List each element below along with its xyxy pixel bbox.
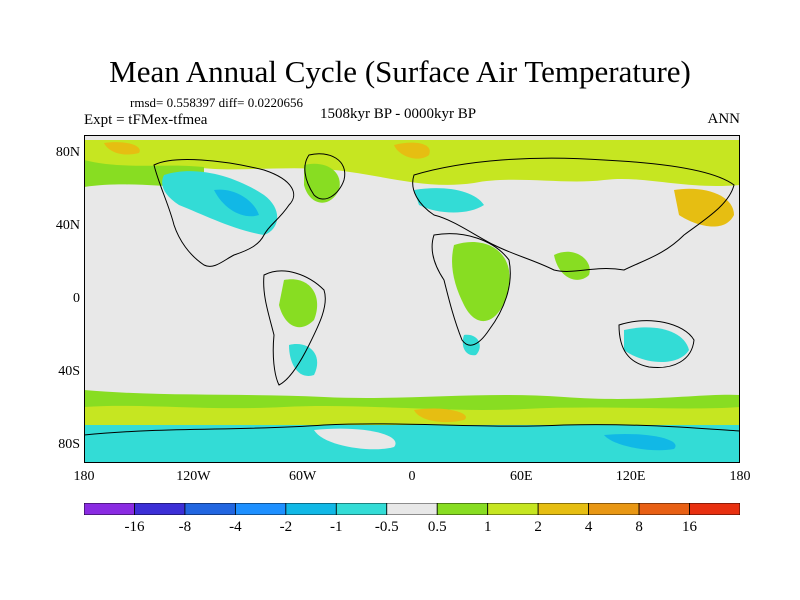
- east-asia-orange: [674, 188, 734, 227]
- australia-coast: [618, 320, 695, 369]
- south-america-green: [279, 279, 318, 328]
- colorbar-swatch: [285, 503, 337, 515]
- southern-ocean-orange: [414, 408, 466, 423]
- lat-tick-label: 40N: [55, 218, 80, 234]
- lat-tick-label: 40S: [58, 363, 80, 379]
- arctic-yellow-band: [84, 140, 740, 187]
- colorbar-swatch: [537, 503, 590, 515]
- colorbar-swatch: [134, 503, 186, 515]
- colorbar-swatch: [234, 503, 287, 515]
- greenland-coast: [304, 153, 346, 200]
- period-label: 1508kyr BP - 0000kyr BP: [320, 106, 477, 122]
- colorbar-label: 0.5: [427, 519, 447, 535]
- colorbar-swatch: [84, 503, 135, 515]
- africa-coast: [431, 233, 511, 346]
- europe-cyan: [414, 188, 484, 213]
- season-label: ANN: [707, 111, 741, 127]
- colorbar-label: -0.5: [374, 519, 399, 535]
- lat-tick-label: 0: [73, 291, 80, 306]
- lon-tick-label: 120W: [176, 469, 211, 484]
- colorbar-label: -2: [279, 519, 293, 535]
- australia-cyan: [624, 327, 689, 363]
- antarctica-coast: [84, 423, 740, 436]
- arctic-orange-patch-1: [394, 142, 430, 159]
- lat-tick-label: 80S: [58, 436, 80, 452]
- experiment-label: Expt = tFMex-tfmea: [84, 112, 208, 128]
- colorbar-label: 16: [682, 519, 698, 535]
- south-america-coast: [263, 270, 326, 386]
- colorbar-label: -1: [330, 519, 343, 535]
- africa-green: [452, 241, 510, 322]
- colorbar-label: 1: [483, 519, 492, 535]
- arctic-orange-patch-2: [104, 142, 140, 155]
- colorbar-swatch: [638, 503, 690, 515]
- lon-tick-label: 60E: [510, 469, 533, 484]
- rmsd-diff-stats: rmsd= 0.558397 diff= 0.0220656: [130, 95, 303, 110]
- map-plot: [84, 135, 740, 463]
- plot-title: Mean Annual Cycle (Surface Air Temperatu…: [109, 54, 691, 89]
- lon-tick-label: 0: [408, 469, 416, 484]
- colorbar-swatch: [689, 503, 740, 515]
- colorbar-swatch: [436, 503, 489, 515]
- north-america-blue: [214, 189, 259, 217]
- colorbar-swatch: [184, 503, 236, 515]
- colorbar-label: 8: [635, 519, 643, 535]
- colorbar-label: -8: [178, 519, 192, 535]
- asia-green: [554, 251, 590, 280]
- north-america-coast: [153, 159, 295, 267]
- colorbar-label: 4: [584, 519, 593, 535]
- lon-tick-label: 120E: [615, 469, 646, 484]
- coastlines: [84, 153, 740, 436]
- map-frame: [84, 135, 740, 463]
- lat-tick-label: 80N: [55, 145, 80, 161]
- lon-tick-label: 180: [73, 469, 95, 484]
- colorbar-label: -16: [124, 519, 145, 535]
- colorbar: [84, 503, 740, 515]
- colorbar-label: 2: [534, 519, 542, 535]
- southern-ocean-green: [84, 390, 740, 410]
- colorbar-swatch: [386, 503, 438, 515]
- colorbar-label: -4: [229, 519, 242, 535]
- colorbar-swatch: [588, 503, 640, 515]
- lon-tick-label: 60W: [289, 469, 317, 484]
- antarctic-cyan: [84, 425, 740, 463]
- antarctic-gray-inset: [314, 428, 396, 450]
- eurasia-coast: [412, 157, 735, 272]
- lon-tick-label: 180: [729, 469, 751, 484]
- north-america-cyan: [162, 171, 278, 235]
- colorbar-swatch: [487, 503, 539, 515]
- antarctic-blue-patch: [604, 433, 676, 451]
- colorbar-swatch: [335, 503, 388, 515]
